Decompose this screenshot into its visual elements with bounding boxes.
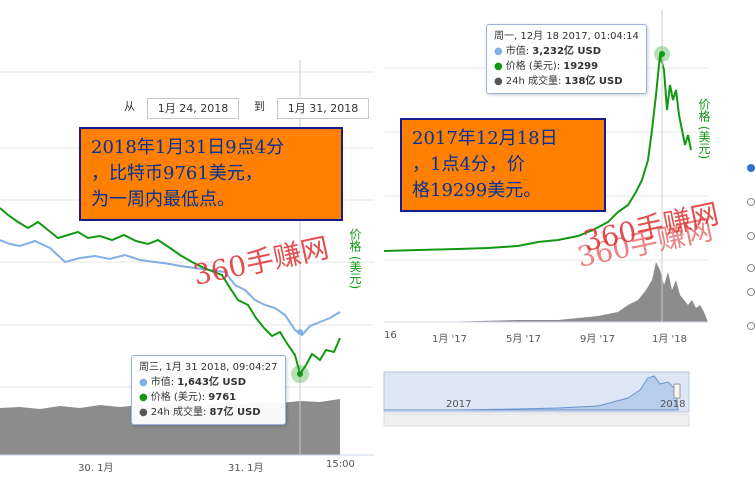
price-marker[interactable] [297,371,303,377]
volume-label: 24h 成交量: [150,407,207,418]
navigator-tick: 2018 [660,399,686,410]
range-to-label: 到 [254,100,265,113]
price-line [0,207,341,377]
annotation-line: ，1点4分，价 [412,154,525,175]
price-dot-icon: ● [494,61,503,72]
right-tooltip: 周一, 12月 18 2017, 01:04:14 ● 市值: 3,232亿 US… [486,24,647,94]
price-marker[interactable] [659,51,665,57]
nav-dot[interactable] [747,264,755,272]
left-price-axis-label: 价格 (美元) [348,228,362,290]
right-chart-panel: 周一, 12月 18 2017, 01:04:14 ● 市值: 3,232亿 US… [378,0,756,489]
range-from-label: 从 [124,100,135,113]
price-value: 9761 [208,392,237,403]
tooltip-title: 周三, 1月 31 2018, 09:04:27 [139,362,278,373]
price-dot-icon: ● [139,392,148,403]
market-cap-value: 1,643亿 USD [177,377,247,388]
range-to-input[interactable]: 1月 31, 2018 [277,98,369,119]
nav-dot[interactable] [747,198,755,206]
x-tick: 9月 '17 [580,334,616,345]
volume-label: 24h 成交量: [505,76,562,87]
annotation-line: 格19299美元。 [412,180,542,201]
x-tick: 15:00 [326,459,355,470]
left-tooltip: 周三, 1月 31 2018, 09:04:27 ● 市值: 1,643亿 USD… [131,355,286,425]
navigator-handle[interactable] [673,383,681,399]
navigator-tick: 2017 [446,399,472,410]
price-line [383,54,692,252]
price-value: 19299 [563,61,599,72]
volume-dot-icon: ● [494,76,503,87]
nav-dot[interactable] [747,164,755,172]
price-label: 价格 (美元): [505,61,561,72]
x-tick: 1月 '18 [652,334,688,345]
tooltip-title: 周一, 12月 18 2017, 01:04:14 [494,31,639,42]
annotation-line: 2017年12月18日 [412,128,558,149]
nav-dot[interactable] [747,322,755,330]
left-annotation-box: 2018年1月31日9点4分 ，比特币9761美元， 为一周内最低点。 [79,127,343,221]
left-chart-panel: 从 1月 24, 2018 到 1月 31, 2018 2018年1月31日9点… [0,60,378,474]
range-from-input[interactable]: 1月 24, 2018 [147,98,239,119]
volume-value: 138亿 USD [564,76,623,87]
volume-dot-icon: ● [139,407,148,418]
x-tick: 16 [384,330,397,341]
nav-dot[interactable] [747,288,755,296]
nav-dot[interactable] [747,232,755,240]
volume-value: 87亿 USD [209,407,261,418]
market-cap-dot-icon: ● [139,377,148,388]
market-cap-marker[interactable] [297,329,303,335]
x-tick: 30. 1月 [78,463,114,474]
market-cap-dot-icon: ● [494,46,503,57]
right-annotation-box: 2017年12月18日 ，1点4分，价 格19299美元。 [400,118,606,212]
annotation-line: ，比特币9761美元， [91,163,263,184]
market-cap-label: 市值: [150,377,175,388]
price-label: 价格 (美元): [150,392,206,403]
right-chart-svg [383,10,708,427]
right-price-axis-label: 价格 (美元) [697,98,711,160]
annotation-line: 为一周内最低点。 [91,189,235,210]
annotation-line: 2018年1月31日9点4分 [91,137,285,158]
volume-area [384,262,708,322]
x-tick: 31. 1月 [228,463,264,474]
navigator-scrollbar[interactable] [383,413,690,427]
x-tick: 5月 '17 [506,334,542,345]
x-tick: 1月 '17 [432,334,468,345]
market-cap-label: 市值: [505,46,530,57]
market-cap-value: 3,232亿 USD [532,46,602,57]
